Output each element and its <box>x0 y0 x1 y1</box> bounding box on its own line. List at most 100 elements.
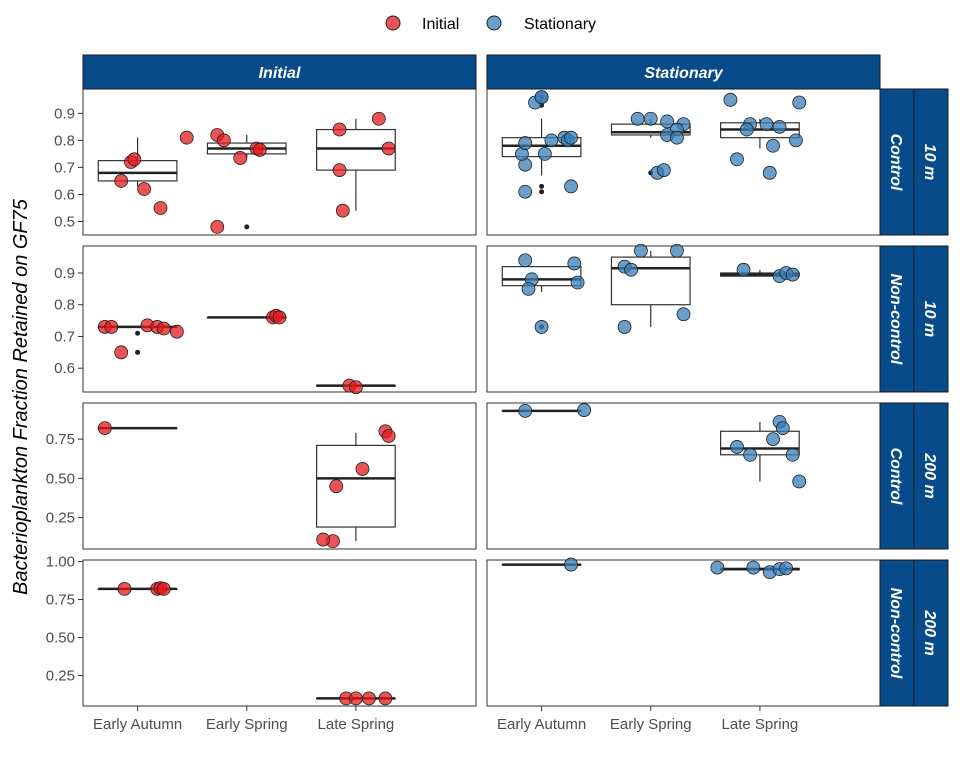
data-point <box>710 560 725 575</box>
strip-label-depth: 10 m <box>921 144 938 180</box>
strip-depth <box>913 402 949 550</box>
data-point <box>792 474 807 489</box>
data-point <box>789 133 803 148</box>
data-point <box>676 307 691 322</box>
strip-label-treatment: Non-control <box>887 274 904 365</box>
data-point <box>785 447 800 462</box>
legend-key-initial <box>385 15 401 31</box>
strip-label-depth: 200 m <box>921 452 938 498</box>
data-point <box>518 184 533 199</box>
data-point <box>759 117 774 132</box>
data-point <box>766 432 780 447</box>
data-point <box>355 462 370 476</box>
data-point <box>381 429 396 443</box>
data-point <box>762 165 777 180</box>
data-point <box>169 324 184 339</box>
data-point <box>156 581 171 596</box>
data-point <box>544 133 559 148</box>
data-point <box>739 122 754 137</box>
strip-treatment <box>879 402 915 550</box>
y-tick-label: 0.50 <box>46 470 75 487</box>
data-point <box>114 345 129 360</box>
strip-label-column: Stationary <box>644 65 723 82</box>
strip-column <box>82 54 477 90</box>
strip-depth <box>913 245 949 393</box>
data-point <box>329 479 344 494</box>
data-point <box>766 138 780 153</box>
data-point <box>335 203 350 218</box>
y-tick-label: 0.9 <box>54 265 75 282</box>
data-point <box>723 92 738 107</box>
data-point <box>233 151 248 165</box>
box-outlier <box>539 189 545 195</box>
data-point <box>156 321 171 336</box>
y-tick-label: 0.75 <box>46 431 75 448</box>
y-tick-label: 0.25 <box>46 668 75 685</box>
y-tick-label: 0.7 <box>54 159 75 176</box>
data-point <box>381 141 396 156</box>
y-tick-label: 1.00 <box>46 554 75 571</box>
data-point <box>564 557 578 572</box>
data-point <box>577 403 592 417</box>
y-tick-label: 0.7 <box>54 328 75 345</box>
legend-label-initial: Initial <box>422 16 459 33</box>
data-point <box>567 256 582 271</box>
y-tick-label: 0.6 <box>54 360 75 377</box>
data-point <box>736 262 751 277</box>
data-point <box>521 281 536 296</box>
strip-label-treatment: Non-control <box>887 588 904 679</box>
legend-key-stationary <box>486 15 502 31</box>
panel-border <box>82 88 477 236</box>
box-iqr <box>720 430 800 456</box>
panel-border <box>486 402 881 550</box>
panel-border <box>486 88 881 236</box>
data-point <box>660 114 675 129</box>
y-tick-label: 0.25 <box>46 510 75 527</box>
strip-depth <box>913 559 949 707</box>
data-point <box>210 219 225 234</box>
strip-label-column: Initial <box>259 65 301 82</box>
facet-panels: 0.6 0.7 0.8 0.9 0.5 Control 10 m 0.6 0.7 0.8 0.9 No… <box>46 54 949 733</box>
box-outlier <box>135 349 141 355</box>
data-point <box>153 201 168 215</box>
data-point <box>518 403 533 418</box>
data-point <box>670 243 684 258</box>
data-point <box>127 152 142 167</box>
strip-label-depth: 200 m <box>921 609 938 655</box>
data-point <box>570 275 585 290</box>
data-point <box>564 130 578 145</box>
data-point <box>730 440 744 454</box>
data-point <box>730 152 744 167</box>
y-axis-title: Bacterioplankton Fraction Retained on GF… <box>10 198 32 595</box>
y-tick-label: 0.75 <box>46 592 75 609</box>
x-tick-label: Late Spring <box>722 716 799 733</box>
box-iqr <box>316 444 396 528</box>
strip-column <box>486 54 881 90</box>
data-point <box>114 174 129 188</box>
data-point <box>670 130 684 145</box>
y-tick-label: 0.5 <box>54 213 75 230</box>
data-point <box>656 163 671 178</box>
box-outlier <box>244 224 250 230</box>
y-tick-label: 0.6 <box>54 186 75 203</box>
data-point <box>272 310 287 325</box>
data-point <box>117 581 132 596</box>
data-point <box>332 122 347 137</box>
data-point <box>564 179 578 194</box>
data-point <box>630 111 645 126</box>
data-point <box>362 691 376 706</box>
x-tick-label: Early Spring <box>610 716 692 733</box>
data-point <box>534 90 549 105</box>
data-point <box>332 163 347 178</box>
data-point <box>349 380 363 395</box>
y-tick-label: 0.8 <box>54 132 75 149</box>
strip-label-treatment: Control <box>887 448 904 505</box>
y-tick-label: 0.9 <box>54 105 75 122</box>
data-point <box>378 691 393 706</box>
data-point <box>779 561 794 576</box>
y-tick-label: 0.8 <box>54 297 75 314</box>
data-point <box>316 532 331 547</box>
data-point <box>746 560 761 575</box>
data-point <box>537 146 552 161</box>
strip-label-treatment: Control <box>887 134 904 191</box>
